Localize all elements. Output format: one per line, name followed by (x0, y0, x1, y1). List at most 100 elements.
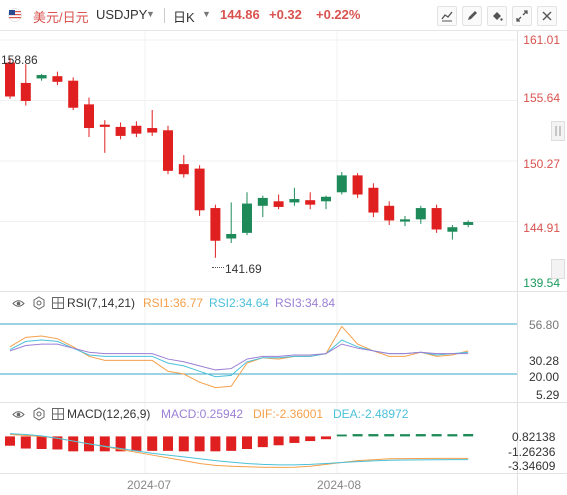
scroll-handle-bottom[interactable] (551, 259, 565, 279)
grid-icon[interactable] (52, 297, 64, 312)
rsi-axis-top: 56.80 (529, 318, 560, 332)
macd-bar (257, 436, 268, 448)
rsi-axis-30: 30.28 (529, 354, 560, 368)
macd-bar (99, 436, 110, 452)
drag-handle-icon (555, 126, 561, 136)
eye-icon[interactable] (12, 408, 25, 424)
header-divider (164, 8, 165, 23)
candle-body (163, 130, 173, 171)
low-annotation: 141.69 (225, 262, 262, 276)
price-label-161: 161.01 (523, 33, 560, 47)
rsi3-line (9, 343, 469, 371)
candle-body (415, 208, 426, 220)
candle-body (99, 124, 110, 127)
macd-bar (163, 436, 173, 451)
macd-bar (20, 436, 31, 449)
macd-bar (415, 434, 426, 437)
price-change: +0.32 (269, 7, 302, 22)
macd-bar (400, 434, 410, 437)
candle-body (84, 104, 94, 129)
grid-lines (0, 31, 517, 473)
macd-bar (431, 434, 442, 437)
macd-value: MACD:0.25942 (161, 407, 244, 421)
pen-icon (468, 11, 477, 20)
candle-body (194, 168, 205, 211)
period-dropdown-icon[interactable]: ▼ (202, 9, 211, 19)
close-icon (542, 11, 552, 21)
dea-value: DEA:-2.48972 (333, 407, 409, 421)
line-chart-button[interactable] (437, 6, 457, 26)
macd-bar (178, 436, 189, 452)
price-label-150: 150.27 (523, 157, 560, 171)
candle-body (68, 80, 79, 108)
close-button[interactable] (537, 6, 557, 26)
settings-icon[interactable] (32, 407, 46, 424)
macd-bar (352, 434, 363, 437)
candle-body (20, 82, 31, 101)
candle-body (273, 201, 284, 207)
macd-bar (305, 436, 316, 442)
time-axis-border (0, 473, 567, 474)
rsi-axis-5: 5.29 (536, 388, 560, 402)
chart-canvas[interactable] (0, 31, 567, 495)
price-axis-border (517, 31, 518, 495)
fill-icon (493, 12, 503, 21)
period-selector[interactable]: 日K (173, 10, 195, 25)
rsi3-value: RSI3:34.84 (275, 296, 336, 310)
dea-line (9, 433, 469, 466)
candle-body (384, 205, 395, 221)
candle-body (178, 164, 189, 175)
macd-bar (36, 436, 47, 449)
candle-body (257, 197, 268, 206)
rsi2-value: RSI2:34.64 (209, 296, 270, 310)
candle-body (431, 208, 442, 230)
macd-bar (289, 436, 300, 443)
macd-bar (131, 436, 142, 451)
time-label-july: 2024-07 (127, 478, 172, 492)
candle-body (305, 200, 316, 205)
macd-axis-mid: -1.26236 (508, 445, 556, 459)
fill-button[interactable] (487, 6, 507, 26)
flag-icon (8, 8, 22, 22)
macd-bar (447, 434, 458, 437)
candle-body (5, 62, 15, 97)
dif-value: DIF:-2.36001 (253, 407, 324, 421)
candle-body (321, 196, 331, 202)
price-label-139: 139.54 (523, 276, 560, 290)
candle-body (336, 175, 347, 193)
low-annotation-leader (212, 267, 224, 268)
rsi-title: RSI(7,14,21) (67, 296, 136, 310)
grid-icon[interactable] (52, 408, 64, 423)
candle-body (289, 199, 300, 203)
macd-series (5, 433, 474, 468)
candle-body (400, 219, 410, 222)
rsi-header: RSI(7,14,21) RSI1:36.77 RSI2:34.64 RSI3:… (0, 296, 420, 312)
macd-bar (242, 436, 252, 449)
macd-bar (68, 436, 79, 452)
candle-body (463, 222, 474, 225)
macd-bar (368, 434, 379, 437)
macd-bar (210, 436, 221, 452)
symbol-code[interactable]: USDJPY (96, 7, 148, 22)
rsi1-value: RSI1:36.77 (143, 296, 204, 310)
candle-body (210, 208, 221, 241)
candle-body (242, 203, 252, 233)
symbol-name[interactable]: 美元/日元 (33, 10, 89, 25)
symbol-dropdown-icon[interactable]: ▼ (146, 9, 155, 19)
eye-icon[interactable] (12, 297, 25, 313)
candle-body (226, 233, 237, 239)
candle-body (36, 75, 47, 79)
rsi2-line (9, 339, 469, 378)
macd-header: MACD(12,26,9) MACD:0.25942 DIF:-2.36001 … (0, 407, 430, 423)
draw-button[interactable] (462, 6, 482, 26)
time-label-aug: 2024-08 (317, 478, 362, 492)
price-change-pct: +0.22% (316, 7, 361, 22)
settings-icon[interactable] (32, 296, 46, 313)
macd-axis-bottom: -3.34609 (508, 459, 556, 473)
candle-body (447, 227, 458, 232)
macd-title: MACD(12,26,9) (67, 407, 151, 421)
candlestick-series (5, 58, 474, 258)
scroll-handle[interactable] (551, 121, 565, 141)
candle-body (115, 126, 126, 136)
expand-button[interactable] (512, 6, 532, 26)
